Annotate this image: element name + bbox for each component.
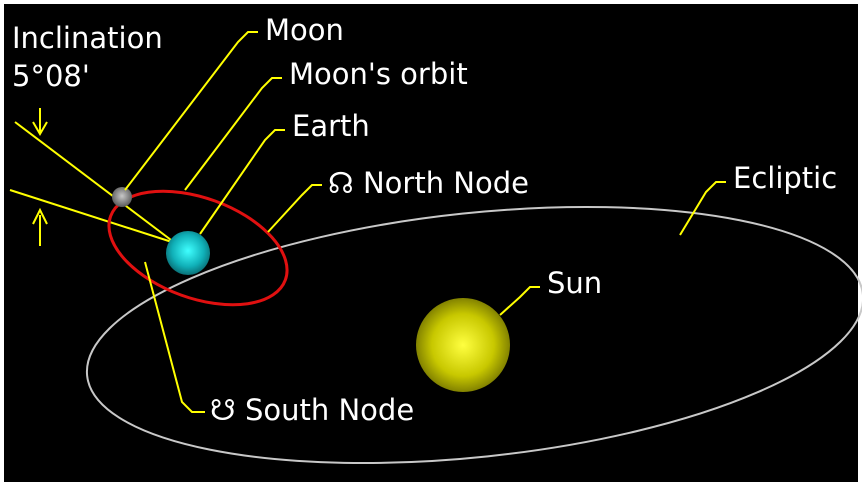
label: Ecliptic	[733, 161, 837, 195]
diagram: Inclination 5°08' Moon Moon's orbit Eart…	[0, 0, 862, 486]
sun	[416, 298, 510, 392]
label: ☋ South Node	[210, 393, 414, 427]
label: Moon's orbit	[289, 57, 468, 91]
earth	[166, 231, 210, 275]
moon	[112, 187, 132, 207]
label: ☊ North Node	[328, 166, 529, 200]
inclination-value: 5°08'	[12, 59, 90, 93]
inclination-title: Inclination	[12, 21, 163, 55]
label: Sun	[547, 266, 602, 300]
label: Moon	[265, 13, 344, 47]
label: Earth	[292, 109, 370, 143]
